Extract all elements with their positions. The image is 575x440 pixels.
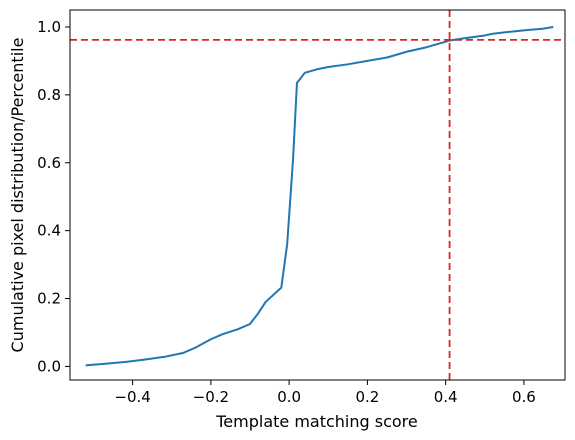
data-layer <box>85 25 554 367</box>
x-tick-label: 0.2 <box>355 388 379 406</box>
x-tick-label: 0.4 <box>434 388 458 406</box>
reference-lines <box>70 10 565 380</box>
x-tick-label: −0.4 <box>114 388 150 406</box>
y-tick-label: 0.0 <box>37 357 61 375</box>
y-tick-label: 0.8 <box>37 86 61 104</box>
y-tick-label: 0.6 <box>37 154 61 172</box>
y-tick-label: 1.0 <box>37 18 61 36</box>
y-axis: 0.0 0.2 0.4 0.6 0.8 1.0 <box>37 18 70 375</box>
series-line-0 <box>85 25 554 367</box>
y-tick-label: 0.4 <box>37 222 61 240</box>
x-tick-label: 0.6 <box>512 388 536 406</box>
x-axis-title: Template matching score <box>215 412 418 431</box>
plot-frame <box>69 9 566 381</box>
x-tick-label: 0.0 <box>277 388 301 406</box>
y-axis-title: Cumulative pixel distribution/Percentile <box>8 38 27 353</box>
x-tick-label: −0.2 <box>193 388 229 406</box>
x-axis: −0.4 −0.2 0.0 0.2 0.4 0.6 <box>114 380 536 406</box>
plot-area <box>70 10 565 380</box>
y-tick-label: 0.2 <box>37 290 61 308</box>
